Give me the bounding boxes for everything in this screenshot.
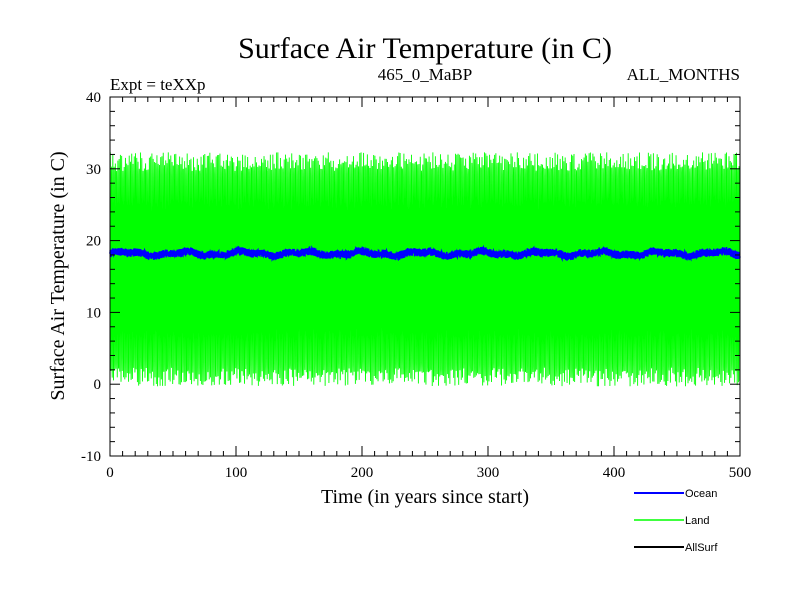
y-tick-label: -10 xyxy=(81,449,101,465)
y-tick-label: 40 xyxy=(86,90,101,106)
series-line-ocean xyxy=(109,244,741,262)
axis-ticks: 0 100 200 300 400 500 -10 0 10 20 30 40 xyxy=(81,90,751,481)
y-tick-label: 30 xyxy=(86,162,101,178)
y-axis-label: Surface Air Temperature (in C) xyxy=(47,151,69,400)
y-tick-label: 20 xyxy=(86,234,101,250)
y-tick-label: 10 xyxy=(86,305,101,321)
x-tick-label: 0 xyxy=(106,465,114,481)
experiment-label: Expt = teXXp xyxy=(110,75,206,94)
months-label: ALL_MONTHS xyxy=(627,65,740,84)
x-tick-label: 400 xyxy=(603,465,626,481)
legend-label-ocean: Ocean xyxy=(685,488,717,500)
x-tick-label: 300 xyxy=(477,465,500,481)
y-tick-label: 0 xyxy=(94,377,102,393)
x-tick-label: 200 xyxy=(351,465,374,481)
x-axis-label: Time (in years since start) xyxy=(321,486,529,508)
plot-area xyxy=(109,152,741,387)
period-label: 465_0_MaBP xyxy=(378,65,472,84)
chart-title: Surface Air Temperature (in C) xyxy=(238,32,612,65)
x-tick-label: 100 xyxy=(225,465,248,481)
legend: Ocean Land AllSurf xyxy=(634,488,718,554)
legend-label-allsurf: AllSurf xyxy=(685,542,718,554)
x-tick-label: 500 xyxy=(729,465,752,481)
legend-label-land: Land xyxy=(685,515,709,527)
series-line-land xyxy=(109,152,741,387)
